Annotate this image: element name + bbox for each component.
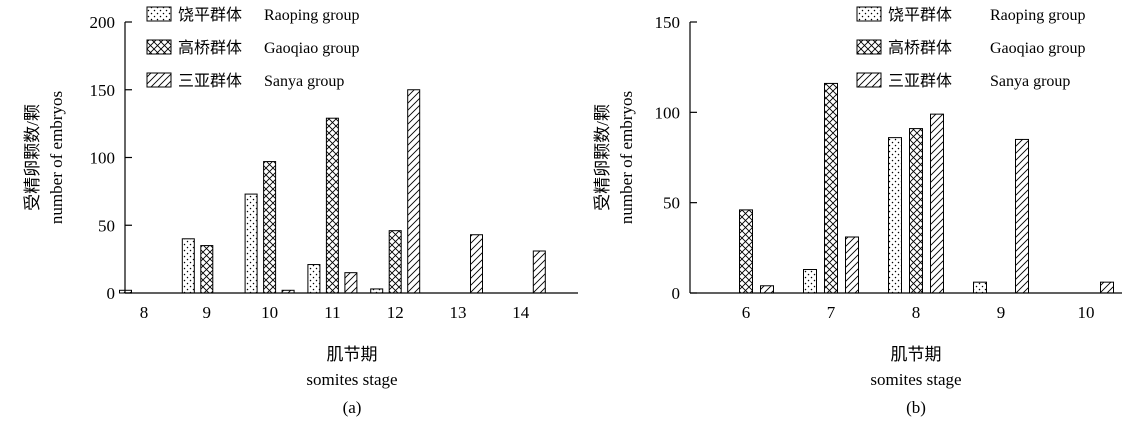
panel-b-bar-crosshatch-8 <box>909 128 923 294</box>
panel-a-label: (a) <box>343 398 362 417</box>
panel-a-bar-crosshatch-11 <box>325 117 339 294</box>
panel-a-y-title-en: number of embryos <box>47 91 66 224</box>
panel-b-y-tick-label: 0 <box>672 284 681 303</box>
panel-a-legend-label-en: Gaoqiao group <box>264 40 360 57</box>
panel-a-bar-dots-11 <box>307 264 321 294</box>
panel-a: 受精卵颗数/颗 number of embryos 0 50 100 150 200 8 9… <box>23 6 578 417</box>
panel-b-bar-diagonal-10 <box>1100 281 1114 294</box>
panel-a-bars <box>119 89 546 294</box>
panel-a-legend: 饶平群体 Raoping group 高桥群体 Gaoqiao group 三亚群体 Sa… <box>146 6 360 90</box>
panel-a-legend-swatch-dots <box>146 6 172 22</box>
panel-a-x-title-en: somites stage <box>306 370 397 389</box>
panel-b-bars <box>739 82 1114 294</box>
panel-a-bar-dots-8 <box>119 289 132 294</box>
panel-a-y-tick-label: 0 <box>107 284 116 303</box>
panel-a-bar-crosshatch-10 <box>263 161 277 294</box>
panel-a-bar-diagonal-13 <box>470 234 483 294</box>
panel-a-y-title-cn: 受精卵颗数/颗 <box>23 104 42 211</box>
panel-b-bar-dots-8 <box>888 137 902 294</box>
panel-a-x-title-cn: 肌节期 <box>327 345 378 364</box>
panel-b-legend: 饶平群体 Raoping group 高桥群体 Gaoqiao group 三亚群体 Sa… <box>856 6 1086 90</box>
panel-a-x-tick-label: 12 <box>387 303 404 322</box>
panel-b-bar-diagonal-6 <box>760 285 774 294</box>
panel-b-bar-diagonal-7 <box>845 236 859 294</box>
panel-b-legend-swatch-dots <box>856 6 882 22</box>
panel-a-bar-diagonal-10 <box>281 289 295 294</box>
panel-b-x-title-en: somites stage <box>870 370 961 389</box>
panel-b-bar-dots-7 <box>803 269 817 294</box>
panel-b-legend-label-en: Raoping group <box>990 7 1086 24</box>
panel-a-legend-swatch-crosshatch <box>146 39 172 55</box>
panel-b-legend-label-en: Sanya group <box>990 73 1070 90</box>
panel-b: 受精卵颗数/颗 number of embryos 0 50 100 150 6 7 8 9 1… <box>593 6 1122 417</box>
panel-b-bar-crosshatch-6 <box>739 209 753 294</box>
panel-a-bar-crosshatch-9 <box>200 245 214 294</box>
panel-a-legend-label-en: Raoping group <box>264 7 360 24</box>
panel-a-bar-diagonal-14 <box>532 250 546 294</box>
panel-b-x-tick-label: 8 <box>912 303 921 322</box>
panel-b-x-tick-label: 10 <box>1078 303 1095 322</box>
panel-b-y-title-cn: 受精卵颗数/颗 <box>593 104 612 211</box>
panel-a-x-tick-label: 14 <box>512 303 530 322</box>
panel-b-x-title-cn: 肌节期 <box>891 345 942 364</box>
panel-b-legend-label-cn: 饶平群体 <box>888 6 952 24</box>
panel-a-y-tick-label: 200 <box>90 13 116 32</box>
panel-a-y-axis: 0 50 100 150 200 <box>90 13 132 303</box>
panel-a-legend-label-cn: 三亚群体 <box>178 72 242 90</box>
panel-b-y-tick-label: 150 <box>655 13 681 32</box>
panel-b-x-tick-label: 6 <box>742 303 751 322</box>
panel-a-y-tick-label: 150 <box>90 81 116 100</box>
panel-b-y-axis: 0 50 100 150 <box>655 13 697 303</box>
panel-a-x-axis: 8 9 10 11 12 13 14 <box>125 292 578 322</box>
panel-a-x-tick-label: 11 <box>324 303 340 322</box>
panel-b-legend-label-cn: 高桥群体 <box>888 39 952 57</box>
panel-b-legend-swatch-crosshatch <box>856 39 882 55</box>
panel-a-y-tick-label: 100 <box>90 149 116 168</box>
panel-a-bar-dots-12 <box>370 288 384 294</box>
panel-a-legend-label-cn: 高桥群体 <box>178 39 242 57</box>
panel-a-bar-diagonal-11 <box>344 272 358 294</box>
panel-a-y-tick-label: 50 <box>98 216 115 235</box>
panel-a-bar-crosshatch-12 <box>388 230 402 294</box>
panel-a-bar-dots-10 <box>244 193 258 294</box>
panel-b-bar-dots-9 <box>973 281 987 294</box>
panel-b-legend-swatch-diagonal <box>856 72 882 88</box>
panel-a-x-tick-label: 8 <box>140 303 149 322</box>
panel-b-bar-diagonal-9 <box>1015 138 1029 294</box>
panel-b-y-tick-label: 100 <box>655 103 681 122</box>
panel-b-legend-label-cn: 三亚群体 <box>888 72 952 90</box>
panel-b-bar-diagonal-8 <box>930 113 944 294</box>
panel-a-legend-swatch-diagonal <box>146 72 172 88</box>
panel-a-bar-dots-9 <box>181 238 195 294</box>
panel-a-bar-diagonal-12 <box>407 89 421 294</box>
panel-a-x-tick-label: 10 <box>261 303 278 322</box>
panel-a-legend-label-en: Sanya group <box>264 73 344 90</box>
panel-b-x-axis: 6 7 8 9 10 <box>690 292 1122 322</box>
panel-b-y-tick-label: 50 <box>663 194 680 213</box>
panel-b-x-tick-label: 9 <box>997 303 1006 322</box>
panel-b-label: (b) <box>906 398 926 417</box>
panel-a-y-axis-title: 受精卵颗数/颗 number of embryos <box>23 91 66 224</box>
panel-a-legend-label-cn: 饶平群体 <box>178 6 242 24</box>
panel-b-bar-crosshatch-7 <box>824 82 838 294</box>
panel-a-x-tick-label: 9 <box>203 303 212 322</box>
panel-b-y-axis-title: 受精卵颗数/颗 number of embryos <box>593 91 636 224</box>
panel-b-y-title-en: number of embryos <box>617 91 636 224</box>
panel-b-x-tick-label: 7 <box>827 303 836 322</box>
panel-a-x-tick-label: 13 <box>450 303 467 322</box>
panel-b-legend-label-en: Gaoqiao group <box>990 40 1086 57</box>
